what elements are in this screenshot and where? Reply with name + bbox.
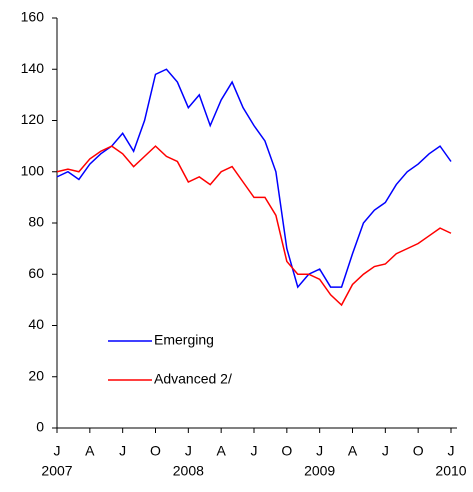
y-tick-label: 0 <box>36 419 44 435</box>
x-tick-label: A <box>216 443 226 459</box>
x-tick-label: A <box>348 443 358 459</box>
legend-label: Emerging <box>154 332 214 348</box>
x-year-label: 2007 <box>41 463 72 479</box>
y-tick-label: 60 <box>28 265 44 281</box>
x-tick-label: J <box>251 443 258 459</box>
y-tick-label: 80 <box>28 214 44 230</box>
y-tick-label: 20 <box>28 367 44 383</box>
x-year-label: 2009 <box>304 463 335 479</box>
series-line <box>56 145 452 307</box>
x-tick-label: J <box>448 443 455 459</box>
legend-label: Advanced 2/ <box>154 371 232 387</box>
x-tick-label: J <box>185 443 192 459</box>
y-tick-label: 140 <box>21 60 45 76</box>
y-tick-label: 40 <box>28 316 44 332</box>
x-tick-label: O <box>413 443 424 459</box>
x-tick-label: O <box>281 443 292 459</box>
x-tick-label: J <box>119 443 126 459</box>
y-tick-label: 120 <box>21 111 45 127</box>
y-tick-label: 160 <box>21 9 45 25</box>
x-tick-label: O <box>150 443 161 459</box>
series-line <box>56 68 452 289</box>
x-year-label: 2008 <box>173 463 204 479</box>
x-tick-label: J <box>382 443 389 459</box>
x-tick-label: A <box>85 443 95 459</box>
x-tick-label: J <box>316 443 323 459</box>
y-tick-label: 100 <box>21 162 45 178</box>
x-tick-label: J <box>54 443 61 459</box>
x-year-label: 2010 <box>435 463 466 479</box>
